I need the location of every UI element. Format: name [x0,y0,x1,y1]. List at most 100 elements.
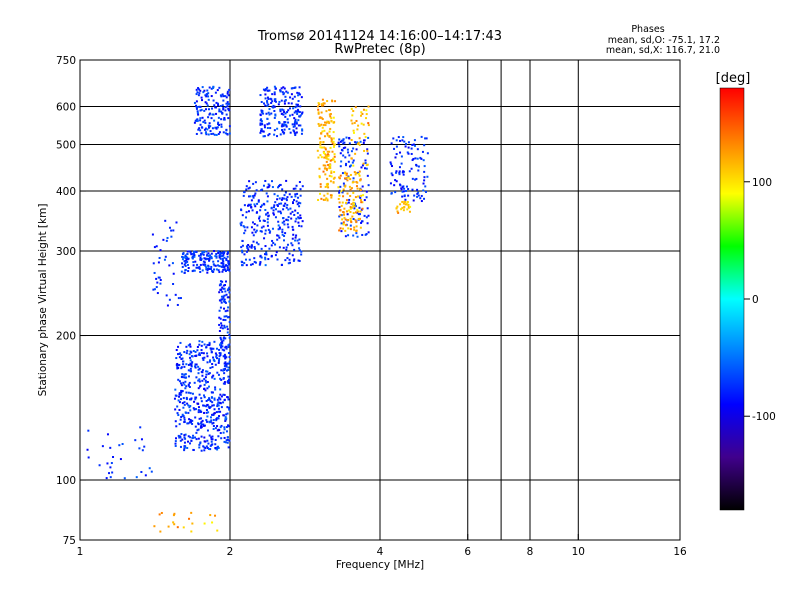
data-point [343,177,346,180]
data-point [204,264,207,267]
data-point [285,218,288,221]
data-point [323,152,326,155]
data-point [206,380,209,383]
data-point [338,138,341,141]
data-point [226,309,229,312]
data-point [329,127,332,130]
data-point [209,125,212,128]
data-point [153,288,156,291]
data-point [210,419,213,422]
data-point [366,174,369,177]
data-point [220,424,223,427]
data-point [152,288,155,291]
data-point [367,184,370,187]
data-point [281,231,284,234]
data-point [218,415,221,418]
data-point [290,217,293,220]
data-point [183,418,186,421]
y-tick-label: 75 [63,535,76,547]
data-point [226,105,229,108]
data-point [207,133,210,136]
data-point [278,100,281,103]
data-point [406,208,409,211]
data-point [192,252,195,255]
data-point [292,107,295,110]
data-point [202,424,205,427]
data-point [282,208,285,211]
data-point [226,253,229,256]
data-point [200,417,203,420]
data-point [339,227,342,230]
data-point [326,199,329,202]
data-point [328,135,331,138]
data-point [221,265,224,268]
data-point [402,170,405,173]
data-point [227,344,230,347]
data-point [222,295,225,298]
data-point [299,124,302,127]
data-point [266,104,269,107]
data-point [298,115,301,118]
data-point [284,115,287,118]
data-point [110,462,113,465]
data-point [362,162,365,165]
data-point [400,162,403,165]
data-point [206,104,209,107]
data-point [325,121,328,124]
data-point [271,186,274,189]
data-point [217,102,220,105]
data-point [266,195,269,198]
data-point [220,338,223,341]
data-point [196,112,199,115]
data-point [183,263,186,266]
data-point [241,214,244,217]
data-point [244,229,247,232]
data-point [196,345,199,348]
data-point [286,223,289,226]
data-point [205,250,208,253]
data-point [205,411,208,414]
data-point [344,146,347,149]
data-point [288,261,291,264]
data-point [361,233,364,236]
data-point [270,244,273,247]
data-point [288,258,291,261]
data-point [340,222,343,225]
data-point [403,200,406,203]
data-point [185,345,188,348]
data-point [321,146,324,149]
data-point [150,470,153,473]
data-point [367,105,370,108]
data-point [226,264,229,267]
data-point [223,399,226,402]
data-point [292,125,295,128]
data-point [292,259,295,262]
data-point [194,119,197,122]
data-point [348,185,351,188]
data-point [354,211,357,214]
data-point [247,187,250,190]
data-point [320,103,323,106]
data-point [328,109,331,112]
data-point [402,190,405,193]
data-point [158,256,161,259]
data-point [394,156,397,159]
data-point [262,130,265,133]
data-point [198,88,201,91]
data-point [218,355,221,358]
data-point [251,221,254,224]
data-point [217,104,220,107]
data-point [295,103,298,106]
data-point [298,86,301,89]
data-point [178,356,181,359]
data-point [318,175,321,178]
data-point [159,530,162,533]
data-point [297,221,300,224]
data-point [181,402,184,405]
stats-line-o: mean, sd,O: -75.1, 17.2 [608,35,720,46]
data-point [227,288,230,291]
data-point [219,105,222,108]
data-point [293,125,296,128]
